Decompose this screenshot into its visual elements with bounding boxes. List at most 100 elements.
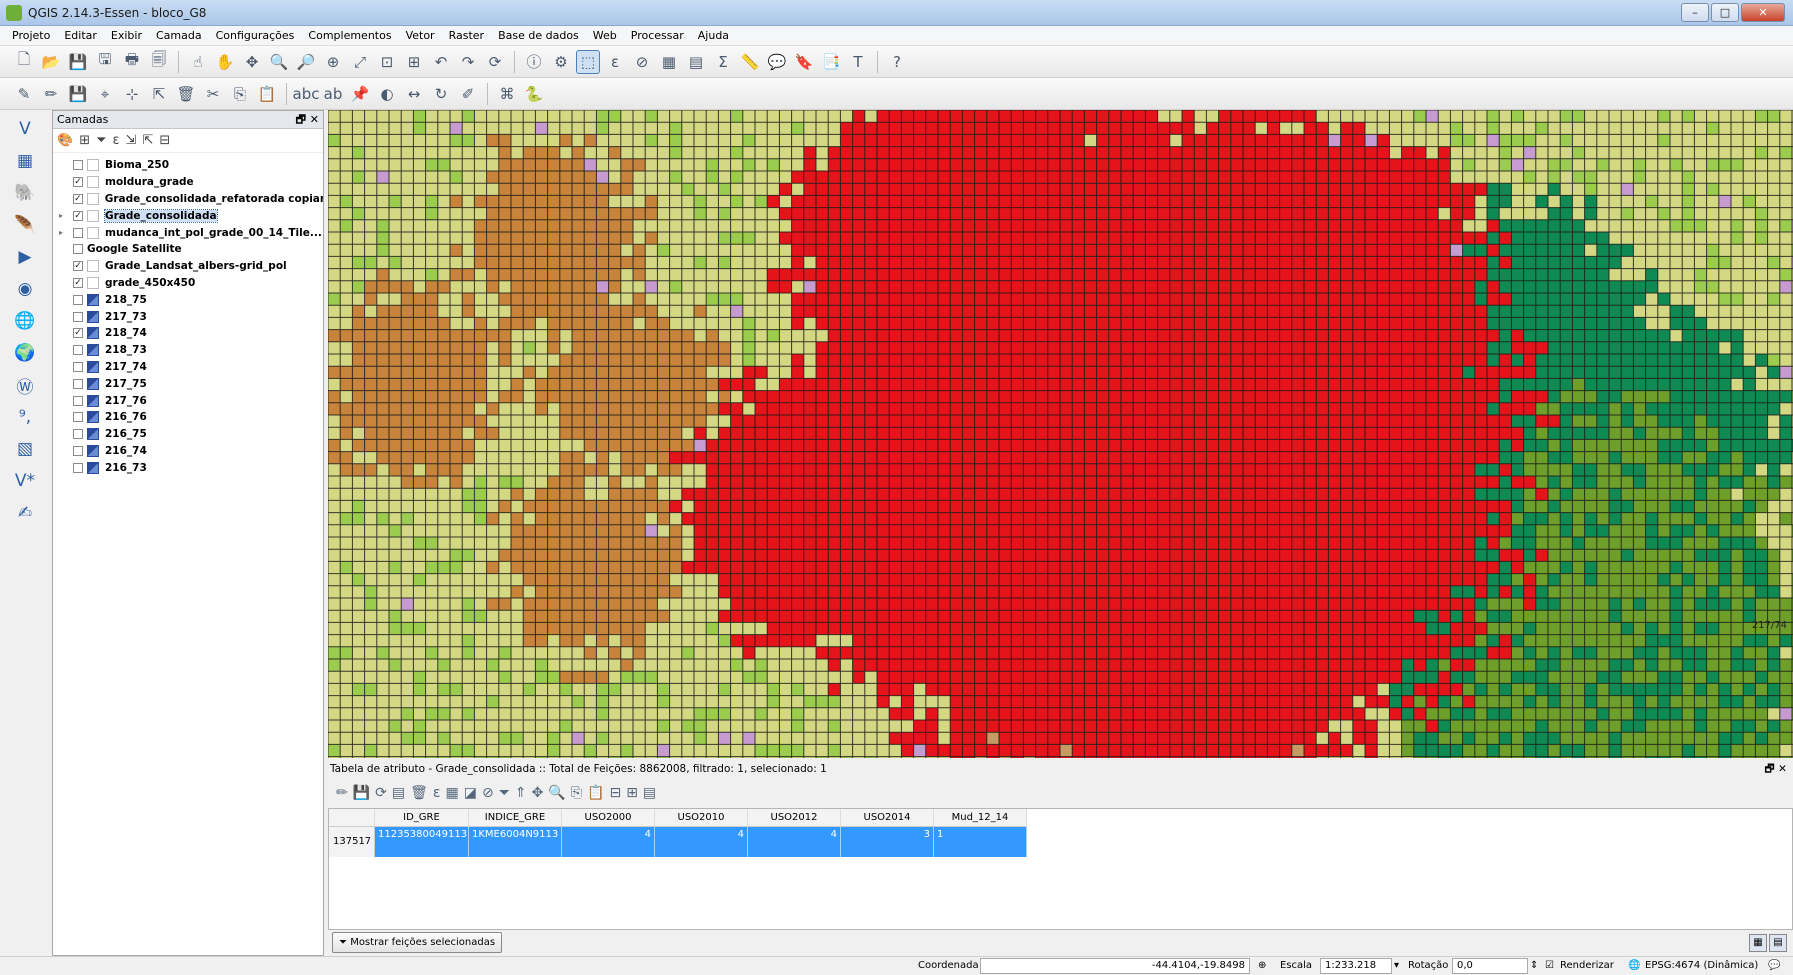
crs-status[interactable]: EPSG:4674 (Dinâmica) [1645, 960, 1759, 971]
layer-item[interactable]: ▸ ✓ Grade_consolidada [53, 207, 323, 224]
node-tool-icon[interactable]: ⊹ [125, 84, 139, 103]
refresh-icon[interactable]: ⟳ [488, 52, 502, 71]
menu-processar[interactable]: Processar [630, 29, 684, 42]
rotate-label-icon[interactable]: ↻ [434, 84, 448, 103]
menu-camada[interactable]: Camada [155, 29, 202, 42]
layer-item[interactable]: Google Satellite [53, 241, 323, 258]
attribute-table-controls[interactable]: 🗗 ✕ [1764, 763, 1787, 775]
field-calculator-icon[interactable]: ▤ [642, 785, 657, 801]
layer-item[interactable]: 217_75 [53, 375, 323, 392]
select-all-icon[interactable]: ▦ [445, 785, 459, 801]
layer-visibility-checkbox[interactable]: ✓ [73, 177, 83, 188]
add-wms-layer-icon[interactable]: 🌐 [14, 311, 36, 331]
column-header-uso2010[interactable]: USO2010 [655, 809, 748, 827]
open-layer-styling-icon[interactable]: 🎨 [57, 133, 74, 148]
composer-manager-icon[interactable]: 🗐 [151, 50, 167, 68]
layer-item[interactable]: 216_73 [53, 459, 323, 476]
cell-uso2014[interactable]: 3 [841, 827, 934, 857]
new-project-icon[interactable]: 🗋 [17, 50, 31, 68]
move-selection-top-icon[interactable]: ⇑ [514, 785, 527, 801]
paste-features-icon[interactable]: 📋 [587, 785, 605, 801]
scale-field[interactable]: 1:233.218 [1320, 958, 1392, 974]
form-view-icon[interactable]: ▤ [1769, 934, 1787, 952]
layer-visibility-checkbox[interactable] [73, 311, 83, 322]
add-raster-layer-icon[interactable]: ▦ [16, 151, 34, 171]
layer-item[interactable]: 216_74 [53, 443, 323, 460]
maximize-button[interactable]: □ [1711, 3, 1739, 22]
show-selected-features-button[interactable]: ⏷ Mostrar feições selecionadas [332, 932, 503, 953]
deselect-all-icon[interactable]: ⊘ [481, 785, 494, 801]
table-view-icon[interactable]: ▦ [1749, 934, 1767, 952]
save-edits-icon[interactable]: 💾 [68, 84, 88, 103]
add-mssql-layer-icon[interactable]: ▶ [18, 247, 32, 267]
row-header[interactable]: 137517 [329, 827, 375, 857]
map-canvas[interactable]: 217/74 [328, 110, 1793, 758]
select-by-expression-icon[interactable]: ε [432, 785, 441, 801]
render-checkbox[interactable]: ☑ [1545, 960, 1554, 971]
print-composer-icon[interactable]: 🖶 [124, 50, 140, 68]
measure-icon[interactable]: 📏 [740, 52, 760, 71]
layer-item[interactable]: Bioma_250 [53, 157, 323, 174]
copy-rows-icon[interactable]: ⎘ [570, 785, 583, 801]
layer-item[interactable]: ✓ moldura_grade [53, 174, 323, 191]
label-layer-icon[interactable]: abc [292, 84, 320, 103]
layer-item[interactable]: ✓ grade_450x450 [53, 275, 323, 292]
layer-visibility-checkbox[interactable]: ✓ [73, 328, 83, 339]
rotation-field[interactable]: 0,0 [1452, 958, 1528, 974]
minimize-button[interactable]: – [1681, 3, 1709, 22]
scale-dropdown-icon[interactable]: ▾ [1394, 960, 1400, 971]
field-calculator-icon[interactable]: ▤ [688, 52, 704, 71]
zoom-last-icon[interactable]: ↶ [434, 52, 448, 71]
touch-zoom-icon[interactable]: ☝ [193, 52, 203, 71]
move-label-icon[interactable]: ↔ [407, 84, 421, 103]
layer-visibility-checkbox[interactable]: ✓ [72, 193, 83, 204]
layer-visibility-checkbox[interactable] [73, 462, 83, 473]
copy-features-icon[interactable]: ⎘ [233, 84, 246, 103]
column-header-mud-12-14[interactable]: Mud_12_14 [934, 809, 1027, 827]
menu-exibir[interactable]: Exibir [110, 29, 142, 42]
zoom-full-icon[interactable]: ⤢ [353, 52, 366, 71]
messages-icon[interactable]: 💬 [1768, 960, 1781, 971]
cell-mud-12-14[interactable]: 1 [934, 827, 1027, 857]
layer-visibility-checkbox[interactable] [73, 294, 83, 305]
text-annotation-icon[interactable]: T [853, 52, 863, 71]
move-feature-icon[interactable]: ⇱ [152, 84, 166, 103]
current-edits-icon[interactable]: ✎ [17, 84, 31, 103]
remove-layer-icon[interactable]: ⊟ [159, 133, 171, 148]
delete-column-icon[interactable]: ⊟ [609, 785, 622, 801]
new-shapefile-icon[interactable]: V* [14, 471, 36, 491]
cell-id-gre[interactable]: 11235380049113 [375, 827, 469, 857]
identify-icon[interactable]: ⓘ [526, 53, 542, 71]
menu-editar[interactable]: Editar [64, 29, 97, 42]
paste-features-icon[interactable]: 📋 [257, 84, 277, 103]
cell-uso2010[interactable]: 4 [655, 827, 748, 857]
zoom-layer-icon[interactable]: ⊞ [407, 52, 421, 71]
gps-tools-icon[interactable]: ✍ [17, 503, 33, 523]
filter-expression-icon[interactable]: ε [112, 133, 120, 148]
help-icon[interactable]: ? [893, 52, 901, 71]
pan-to-selected-icon[interactable]: ✥ [531, 785, 544, 801]
filter-select-icon[interactable]: ⏷ [498, 785, 510, 801]
zoom-to-selected-icon[interactable]: 🔍 [548, 785, 566, 801]
collapse-all-icon[interactable]: ⇱ [142, 133, 154, 148]
add-oracle-layer-icon[interactable]: ◉ [17, 279, 33, 299]
map-tips-icon[interactable]: 💬 [767, 52, 787, 71]
pin-label-icon[interactable]: 📌 [350, 84, 370, 103]
layer-visibility-checkbox[interactable] [73, 345, 83, 356]
cut-features-icon[interactable]: ✂ [206, 84, 220, 103]
layer-visibility-checkbox[interactable] [73, 429, 83, 440]
cell-uso2000[interactable]: 4 [562, 827, 655, 857]
layer-visibility-checkbox[interactable] [73, 445, 83, 456]
layer-visibility-checkbox[interactable]: ✓ [73, 210, 83, 221]
layer-item[interactable]: 218_73 [53, 342, 323, 359]
cell-indice-gre[interactable]: 1KME6004N9113 [469, 827, 562, 857]
menu-vetor[interactable]: Vetor [405, 29, 435, 42]
rotation-spinner-icon[interactable]: ⇕ [1530, 960, 1539, 971]
invert-selection-icon[interactable]: ◪ [463, 785, 477, 801]
deselect-icon[interactable]: ⊘ [635, 52, 649, 71]
add-feature-icon[interactable]: ⌖ [100, 84, 110, 103]
close-button[interactable]: ✕ [1741, 3, 1785, 22]
column-header-uso2012[interactable]: USO2012 [748, 809, 841, 827]
add-wcs-layer-icon[interactable]: 🌍 [14, 343, 36, 363]
python-console-icon[interactable]: 🐍 [524, 84, 544, 103]
